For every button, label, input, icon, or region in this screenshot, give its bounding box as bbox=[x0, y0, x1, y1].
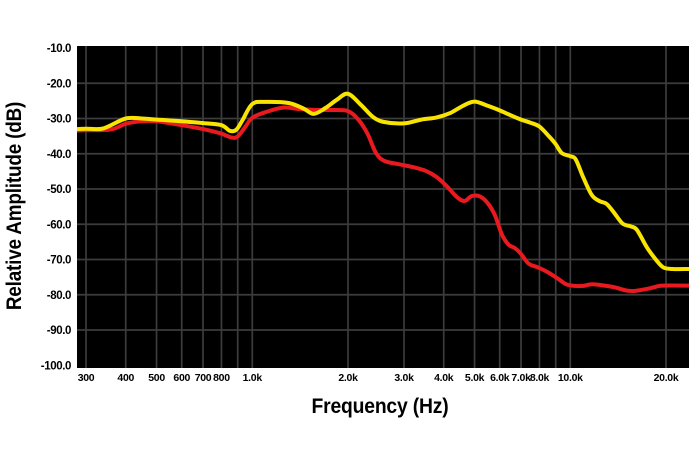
x-axis-title: Frequency (Hz) bbox=[311, 395, 449, 418]
x-tick-label: 4.0k bbox=[434, 372, 454, 384]
x-tick-label: 3.0k bbox=[394, 372, 414, 384]
series-yellow-curve bbox=[77, 91, 689, 272]
x-tick-label: 400 bbox=[117, 372, 134, 384]
x-tick-label: 800 bbox=[213, 372, 230, 384]
y-axis-title: Relative Amplitude (dB) bbox=[3, 101, 26, 311]
y-tick-label: -70.0 bbox=[47, 255, 71, 267]
x-tick-label: 500 bbox=[148, 372, 165, 384]
y-tick-label: -10.0 bbox=[47, 43, 71, 55]
x-tick-label: 600 bbox=[173, 372, 190, 384]
y-tick-label: -60.0 bbox=[47, 219, 71, 231]
x-tick-label: 6.0k bbox=[490, 372, 510, 384]
x-tick-label: 20.0k bbox=[654, 372, 679, 384]
x-tick-label: 1.0k bbox=[243, 372, 263, 384]
plot-area bbox=[77, 46, 689, 368]
x-tick-label: 10.0k bbox=[558, 372, 583, 384]
y-tick-label: -20.0 bbox=[47, 78, 71, 90]
x-tick-label: 700 bbox=[195, 372, 212, 384]
x-tick-label: 8.0k bbox=[530, 372, 550, 384]
y-tick-label: -50.0 bbox=[47, 184, 71, 196]
y-tick-label: -100.0 bbox=[41, 360, 71, 372]
x-tick-label: 7.0k bbox=[511, 372, 531, 384]
y-tick-label: -30.0 bbox=[47, 114, 71, 126]
y-tick-label: -40.0 bbox=[47, 149, 71, 161]
y-tick-label: -80.0 bbox=[47, 290, 71, 302]
series-red-curve bbox=[77, 105, 689, 294]
x-tick-label: 300 bbox=[78, 372, 95, 384]
x-tick-label: 5.0k bbox=[465, 372, 485, 384]
y-tick-label: -90.0 bbox=[47, 325, 71, 337]
x-tick-label: 2.0k bbox=[338, 372, 358, 384]
